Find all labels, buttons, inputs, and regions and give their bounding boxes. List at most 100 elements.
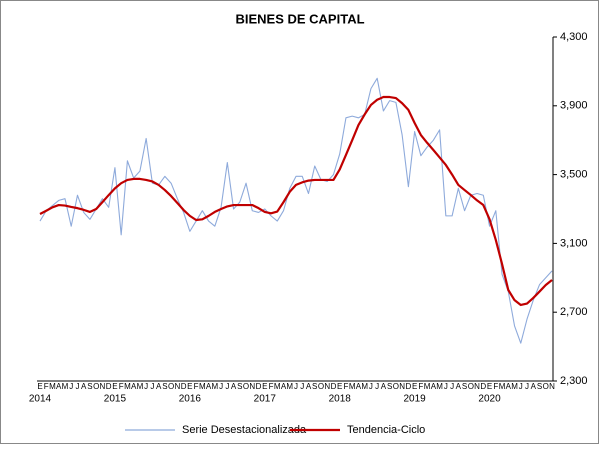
x-tick-label: M xyxy=(49,382,56,391)
x-tick-label: M xyxy=(286,382,293,391)
x-tick-label: J xyxy=(444,382,448,391)
x-tick-label: D xyxy=(331,382,337,391)
x-tick-label: N xyxy=(549,382,555,391)
y-tick-label: 3,500 xyxy=(560,169,588,181)
x-tick-label: M xyxy=(436,382,443,391)
x-tick-label: M xyxy=(361,382,368,391)
x-tick-label: A xyxy=(206,382,212,391)
x-tick-label: E xyxy=(262,382,267,391)
x-tick-label: F xyxy=(418,382,423,391)
x-tick-label: J xyxy=(144,382,148,391)
x-tick-label: D xyxy=(181,382,187,391)
x-tick-label: E xyxy=(187,382,192,391)
x-tick-label: A xyxy=(356,382,362,391)
x-tick-label: E xyxy=(112,382,117,391)
x-tick-label: A xyxy=(56,382,62,391)
x-tick-label: S xyxy=(387,382,392,391)
x-tick-label: F xyxy=(269,382,274,391)
y-tick-label: 4,300 xyxy=(560,31,588,43)
x-tick-label: J xyxy=(369,382,373,391)
x-tick-label: A xyxy=(156,382,162,391)
series-line xyxy=(39,95,553,307)
x-tick-label: F xyxy=(44,382,49,391)
chart-title: BIENES DE CAPITAL xyxy=(235,11,364,26)
x-tick-label: N xyxy=(249,382,255,391)
x-tick-label: O xyxy=(243,382,249,391)
x-tick-label: A xyxy=(381,382,387,391)
x-tick-label: M xyxy=(124,382,131,391)
x-tick-label: A xyxy=(306,382,312,391)
x-tick-label: A xyxy=(281,382,287,391)
year-label: 2019 xyxy=(404,394,427,405)
x-tick-label: A xyxy=(456,382,462,391)
y-tick-label: 3,100 xyxy=(560,237,588,249)
x-tick-label: F xyxy=(344,382,349,391)
x-tick-label: O xyxy=(93,382,99,391)
x-tick-label: N xyxy=(324,382,330,391)
x-tick-label: D xyxy=(256,382,262,391)
x-tick-label: O xyxy=(468,382,474,391)
x-tick-label: O xyxy=(393,382,399,391)
x-tick-label: J xyxy=(300,382,304,391)
year-label: 2017 xyxy=(254,394,277,405)
x-tick-label: J xyxy=(375,382,379,391)
x-tick-label: J xyxy=(219,382,223,391)
x-tick-label: M xyxy=(511,382,518,391)
x-tick-label: A xyxy=(81,382,87,391)
x-tick-label: A xyxy=(231,382,237,391)
x-tick-label: E xyxy=(487,382,492,391)
x-tick-label: A xyxy=(531,382,537,391)
x-tick-label: N xyxy=(474,382,480,391)
x-tick-label: D xyxy=(480,382,486,391)
x-tick-label: M xyxy=(349,382,356,391)
x-tick-label: O xyxy=(543,382,549,391)
x-tick-label: E xyxy=(337,382,342,391)
x-tick-label: M xyxy=(424,382,431,391)
x-tick-label: S xyxy=(87,382,92,391)
year-label: 2018 xyxy=(329,394,352,405)
year-label: 2020 xyxy=(478,394,501,405)
year-label: 2016 xyxy=(179,394,202,405)
x-tick-label: N xyxy=(174,382,180,391)
x-tick-label: J xyxy=(519,382,523,391)
x-tick-label: J xyxy=(525,382,529,391)
x-tick-label: M xyxy=(137,382,144,391)
x-tick-label: D xyxy=(106,382,112,391)
y-tick-label: 2,300 xyxy=(560,375,588,387)
x-tick-label: E xyxy=(412,382,417,391)
y-tick-label: 3,900 xyxy=(560,100,588,112)
x-tick-label: O xyxy=(318,382,324,391)
x-tick-label: M xyxy=(274,382,281,391)
x-tick-label: N xyxy=(399,382,405,391)
x-tick-label: F xyxy=(493,382,498,391)
x-tick-label: S xyxy=(312,382,317,391)
x-tick-label: M xyxy=(199,382,206,391)
x-tick-label: S xyxy=(237,382,242,391)
x-tick-label: S xyxy=(537,382,542,391)
legend-label: Tendencia-Ciclo xyxy=(347,424,425,436)
x-tick-label: O xyxy=(168,382,174,391)
x-tick-label: J xyxy=(69,382,73,391)
x-tick-label: F xyxy=(194,382,199,391)
x-tick-label: J xyxy=(75,382,79,391)
year-label: 2014 xyxy=(29,394,52,405)
x-tick-label: A xyxy=(431,382,437,391)
x-tick-label: J xyxy=(294,382,298,391)
x-tick-label: M xyxy=(499,382,506,391)
x-tick-label: N xyxy=(100,382,106,391)
x-tick-label: F xyxy=(119,382,124,391)
x-tick-label: D xyxy=(405,382,411,391)
x-tick-label: A xyxy=(131,382,137,391)
x-tick-label: M xyxy=(211,382,218,391)
x-tick-label: E xyxy=(37,382,42,391)
year-label: 2015 xyxy=(104,394,127,405)
x-tick-label: S xyxy=(462,382,467,391)
legend-label: Serie Desestacionalizada xyxy=(182,424,307,436)
series-line xyxy=(39,77,553,344)
x-tick-label: J xyxy=(150,382,154,391)
x-tick-label: S xyxy=(162,382,167,391)
x-tick-label: J xyxy=(450,382,454,391)
x-tick-label: J xyxy=(225,382,229,391)
